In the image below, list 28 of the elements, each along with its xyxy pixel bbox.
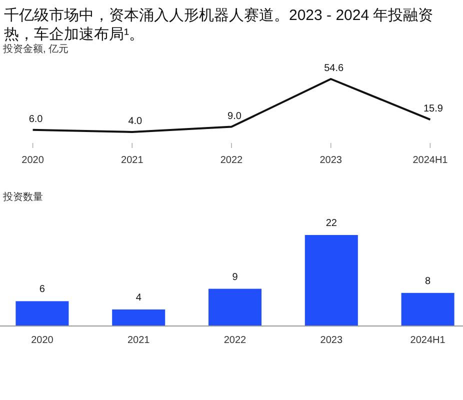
x-tick-label: 2024H1 <box>412 155 448 166</box>
x-tick-label: 2022 <box>220 155 244 166</box>
data-label: 54.6 <box>324 63 344 74</box>
data-label: 6.0 <box>28 114 44 125</box>
data-label: 22 <box>326 218 338 229</box>
chart-title: 千亿级市场中，资本涌入人形机器人赛道。2023 - 2024 年投融资热，车企加速布局¹。 <box>4 7 434 43</box>
x-tick-label: 2022 <box>224 335 247 346</box>
x-tick-label: 2020 <box>31 335 54 346</box>
data-label: 4.0 <box>128 116 143 127</box>
bar <box>112 309 166 326</box>
y-axis-title: 投资数量 <box>2 191 43 203</box>
data-label: 8 <box>425 276 432 287</box>
data-label: 15.9 <box>423 104 444 115</box>
x-tick-label: 2021 <box>127 335 150 346</box>
bar <box>16 301 69 326</box>
data-label: 6 <box>39 284 46 296</box>
bar <box>401 292 454 326</box>
data-label: 9.0 <box>228 110 242 122</box>
data-label: 4 <box>136 292 142 304</box>
y-axis-title: 投资金额, 亿元 <box>2 43 69 55</box>
data-label: 9 <box>232 272 238 283</box>
x-tick-label: 2023 <box>320 155 342 166</box>
x-tick-label: 2020 <box>22 155 44 166</box>
x-tick-label: 2023 <box>320 335 343 346</box>
x-tick-label: 2024H1 <box>410 335 446 346</box>
bar <box>208 288 262 326</box>
x-tick-label: 2021 <box>121 155 144 166</box>
bar <box>304 235 358 326</box>
